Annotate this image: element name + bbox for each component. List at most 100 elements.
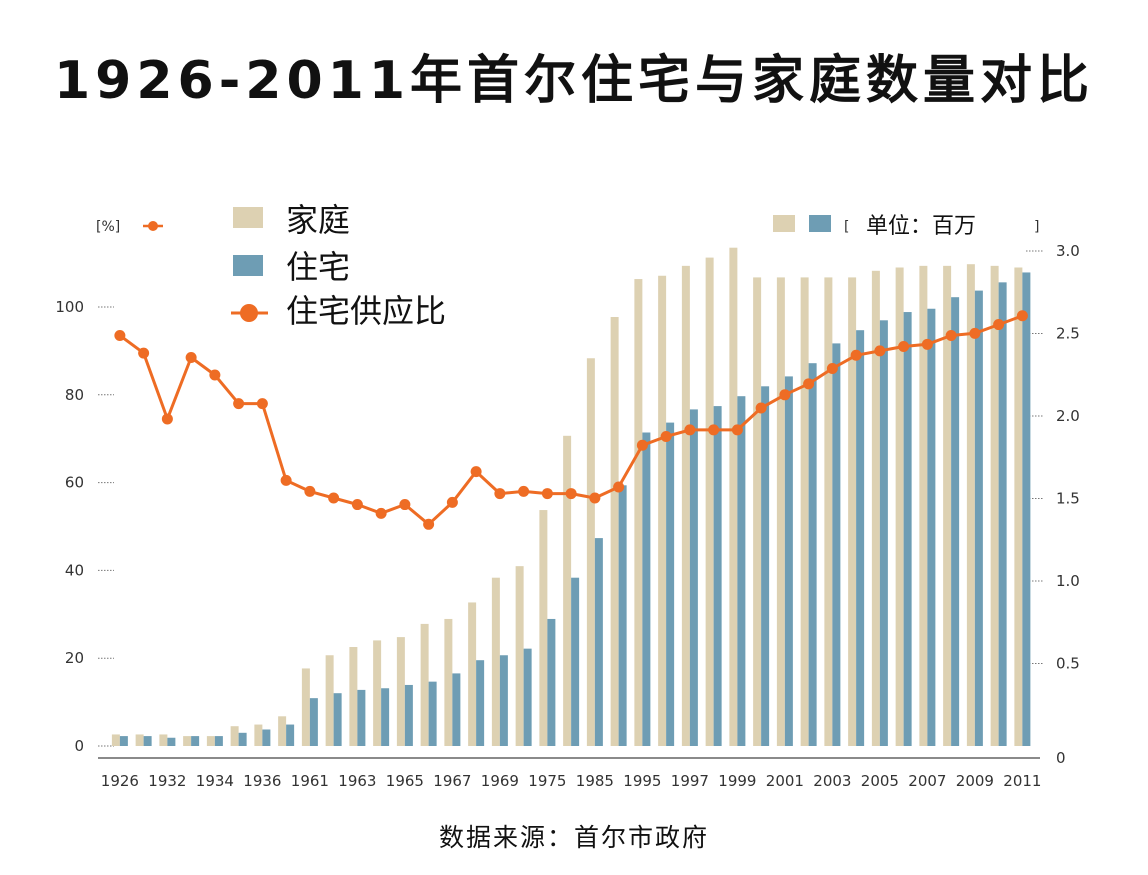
x-tick-label: 2011 (1003, 772, 1041, 790)
ratio-point (209, 369, 221, 381)
bar-housing (333, 693, 342, 746)
x-tick-label: 1967 (433, 772, 471, 790)
y-left-tick-label: 20 (65, 649, 84, 667)
ratio-point (185, 351, 197, 363)
unit-legend: [ 单位：百万 ] (773, 214, 1039, 239)
ratio-point (328, 492, 340, 504)
bar-housing (476, 660, 485, 746)
bar-households (658, 275, 667, 746)
bar-housing (214, 736, 223, 746)
bar-housing (951, 297, 960, 746)
bar-housing (523, 648, 532, 746)
y-left-tick-label: 60 (65, 474, 84, 492)
bar-households (705, 257, 714, 746)
ratio-point (138, 347, 150, 359)
bar-housing (119, 736, 128, 746)
y-right-tick-label: 2.5 (1056, 325, 1080, 343)
x-tick-label: 1997 (671, 772, 709, 790)
bar-households (586, 358, 595, 746)
bar-housing (713, 406, 722, 746)
x-tick-label: 1926 (101, 772, 139, 790)
bar-housing (143, 736, 152, 746)
bar-housing (286, 724, 295, 746)
bar-households (990, 265, 999, 746)
x-tick-label: 2007 (908, 772, 946, 790)
ratio-point (993, 319, 1005, 331)
ratio-line-group (114, 310, 1028, 530)
y-right-tick-label: 1.5 (1056, 490, 1080, 508)
bar-households (681, 265, 690, 746)
bar-housing (808, 363, 817, 746)
legend: 家庭 住宅 住宅供应比 (231, 201, 446, 330)
legend-label-ratio: 住宅供应比 (286, 292, 446, 330)
bar-housing (974, 290, 983, 746)
ratio-point (731, 424, 743, 436)
x-tick-label: 2003 (813, 772, 851, 790)
ratio-point (518, 485, 530, 497)
x-tick-label: 2001 (766, 772, 804, 790)
ratio-point (351, 499, 363, 511)
ratio-point (565, 488, 577, 500)
bar-households (135, 734, 144, 746)
ratio-point (114, 330, 126, 342)
bar-households (183, 736, 192, 746)
y-right-tick-label: 1.0 (1056, 572, 1080, 590)
ratio-point (684, 424, 696, 436)
ratio-point (613, 481, 625, 493)
ratio-point (779, 389, 791, 401)
x-tick-label: 1999 (718, 772, 756, 790)
bar-households (254, 724, 263, 746)
x-tick-label: 1961 (291, 772, 329, 790)
bar-households (776, 277, 785, 746)
ratio-point (636, 439, 648, 451)
unit-bracket-close: ] (1034, 219, 1039, 235)
x-tick-label: 1936 (243, 772, 281, 790)
bars-group (111, 247, 1031, 746)
data-source: 数据来源：首尔市政府 (438, 823, 709, 852)
x-tick-label: 1963 (338, 772, 376, 790)
ratio-point (233, 398, 245, 410)
legend-marker-ratio (240, 304, 258, 322)
ratio-point (921, 338, 933, 350)
bar-households (563, 435, 572, 746)
y-left-tick-label: 80 (65, 386, 84, 404)
bar-housing (998, 282, 1007, 746)
bar-households (800, 277, 809, 746)
bar-households (824, 277, 833, 746)
bar-households (966, 264, 975, 746)
unit-swatch-households (773, 215, 795, 232)
ratio-point (945, 330, 957, 342)
bar-households (610, 317, 619, 746)
legend-swatch-housing (233, 255, 263, 276)
bar-households (753, 277, 762, 746)
bar-housing (761, 386, 770, 746)
y-left-tick-label: 40 (65, 561, 84, 579)
x-tick-label: 2005 (861, 772, 899, 790)
bar-housing (879, 320, 888, 746)
legend-label-households: 家庭 (286, 201, 350, 239)
bar-housing (903, 312, 912, 746)
bar-housing (571, 577, 580, 746)
bar-housing (452, 673, 461, 746)
ratio-point (256, 398, 268, 410)
y-right-tick-label: 0.5 (1056, 655, 1080, 673)
bar-households (943, 265, 952, 746)
chart-title: 1926-2011年首尔住宅与家庭数量对比 (53, 51, 1095, 111)
y-left-tick-label: 100 (55, 298, 84, 316)
bar-households (206, 736, 215, 746)
x-tick-label: 1995 (623, 772, 661, 790)
ratio-point (375, 507, 387, 519)
bar-housing (428, 681, 437, 746)
bar-housing (737, 396, 746, 746)
bar-housing (666, 422, 675, 746)
bar-households (895, 267, 904, 746)
bar-housing (594, 538, 603, 746)
unit-bracket-open: [ (844, 219, 849, 235)
bar-households (634, 279, 643, 746)
bar-households (729, 247, 738, 746)
bar-households (539, 510, 548, 746)
bar-households (515, 566, 524, 746)
bar-households (111, 734, 120, 746)
ratio-point (494, 488, 506, 500)
bar-housing (262, 729, 271, 746)
